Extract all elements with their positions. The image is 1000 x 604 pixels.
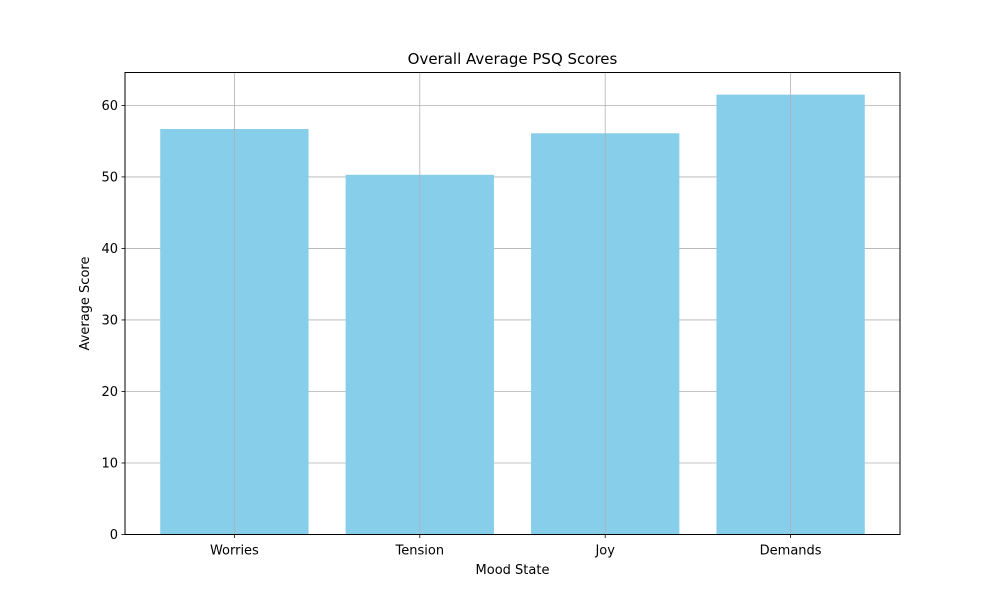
y-axis-ticks: 0 10 20 30 40 50 60 — [101, 99, 125, 543]
y-tick-label: 50 — [101, 170, 118, 185]
x-axis-ticks: Worries Tension Joy Demands — [210, 534, 822, 559]
y-tick-label: 30 — [101, 313, 118, 328]
y-tick-label: 60 — [101, 99, 118, 114]
y-axis-label: Average Score — [78, 257, 93, 351]
y-tick-label: 10 — [101, 456, 118, 471]
x-axis-label: Mood State — [476, 563, 550, 578]
x-tick-label-joy: Joy — [594, 544, 615, 559]
y-tick-label: 20 — [101, 385, 118, 400]
chart-title: Overall Average PSQ Scores — [408, 50, 618, 68]
plot-area-frame — [124, 72, 901, 535]
vertical-grid-layer — [233, 72, 792, 535]
y-tick-label: 0 — [110, 528, 118, 543]
y-tick-label: 40 — [101, 242, 118, 257]
bars — [160, 94, 865, 535]
x-tick-label-worries: Worries — [210, 544, 259, 559]
x-tick-label-demands: Demands — [760, 544, 822, 559]
x-tick-label-tension: Tension — [395, 544, 445, 559]
